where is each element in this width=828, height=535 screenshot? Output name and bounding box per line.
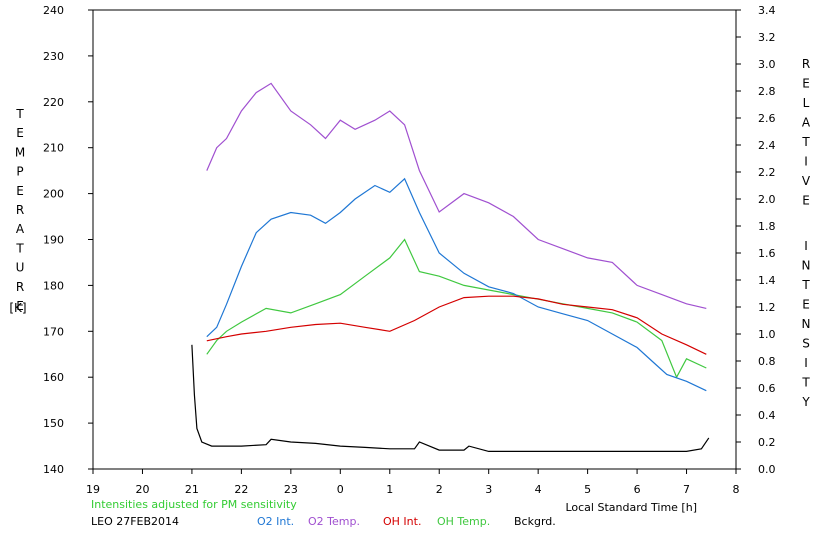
y-left-label-letter: R — [16, 203, 24, 217]
y-left-label-letter: A — [16, 222, 25, 236]
y-right-label-letter: T — [801, 376, 810, 390]
y-left-tick-label: 170 — [43, 325, 64, 338]
y-left-label-letter: T — [15, 241, 24, 255]
x-axis-ticks: 19 20 21 22 23 0 1 2 3 4 5 6 7 8 — [86, 469, 740, 496]
x-tick-label: 20 — [135, 483, 149, 496]
x-tick-label: 7 — [683, 483, 690, 496]
y-right-label-letter: A — [802, 116, 811, 130]
legend-o2-int: O2 Int. — [257, 515, 294, 528]
y-left-label-letter: U — [16, 261, 25, 275]
plot-frame — [92, 9, 737, 470]
x-tick-label: 1 — [386, 483, 393, 496]
x-tick-label: 2 — [436, 483, 443, 496]
y-right-label-letter: I — [804, 239, 808, 253]
series-line-oh-temp — [206, 238, 707, 379]
legend-o2-temp: O2 Temp. — [308, 515, 360, 528]
y-right-tick-label: 0.0 — [758, 463, 776, 476]
y-right-tick-label: 3.2 — [758, 31, 776, 44]
series-line-oh-int — [206, 295, 707, 355]
series-line-o2-temp — [206, 82, 707, 309]
y-right-tick-label: 3.0 — [758, 58, 776, 71]
y-left-tick-label: 220 — [43, 96, 64, 109]
legend-oh-temp: OH Temp. — [437, 515, 490, 528]
y-right-label-letter: N — [802, 317, 811, 331]
y-left-label-letter: T — [15, 107, 24, 121]
series-line-bckgrd — [191, 344, 710, 452]
y-right-label-letter: I — [804, 356, 808, 370]
y-right-tick-label: 2.8 — [758, 85, 776, 98]
y-right-tick-label: 0.8 — [758, 355, 776, 368]
y-left-tick-label: 180 — [43, 279, 64, 292]
y-right-tick-label: 1.0 — [758, 328, 776, 341]
x-tick-label: 4 — [535, 483, 542, 496]
y-right-tick-label: 3.4 — [758, 4, 776, 17]
y-left-tick-label: 140 — [43, 463, 64, 476]
y-left-label-letter: E — [16, 299, 24, 313]
y-right-label-letter: V — [802, 174, 811, 188]
x-tick-label: 21 — [185, 483, 199, 496]
y-left-tick-label: 210 — [43, 142, 64, 155]
x-tick-label: 3 — [485, 483, 492, 496]
x-tick-label: 8 — [733, 483, 740, 496]
x-tick-label: 23 — [284, 483, 298, 496]
station-label: LEO 27FEB2014 — [91, 515, 179, 528]
x-tick-label: 5 — [584, 483, 591, 496]
y-right-label-letter: L — [803, 96, 810, 110]
y-right-tick-label: 2.6 — [758, 112, 776, 125]
y-left-tick-label: 240 — [43, 4, 64, 17]
x-tick-label: 22 — [234, 483, 248, 496]
y-right-label-letter: Y — [801, 395, 810, 409]
y-right-tick-label: 1.2 — [758, 301, 776, 314]
x-tick-label: 6 — [634, 483, 641, 496]
x-tick-label: 0 — [337, 483, 344, 496]
y-right-label-letter: R — [802, 57, 810, 71]
y-right-label-letter: T — [801, 278, 810, 292]
x-axis-label: Local Standard Time [h] — [565, 501, 697, 514]
y-right-tick-label: 2.2 — [758, 166, 776, 179]
y-right-tick-label: 2.0 — [758, 193, 776, 206]
legend-bckgrd: Bckgrd. — [514, 515, 556, 528]
y-right-label-letter: E — [802, 194, 810, 208]
series-group — [191, 82, 710, 452]
y-left-tick-label: 150 — [43, 417, 64, 430]
left-axis-ticks: 140 150 160 170 180 190 200 210 220 230 240 — [43, 4, 93, 476]
right-axis-ticks: 0.0 0.2 0.4 0.6 0.8 1.0 1.2 1.4 1.6 1.8 2.0 2.2 2.4 2… — [736, 4, 776, 476]
y-left-tick-label: 200 — [43, 188, 64, 201]
series-line-o2-int — [206, 177, 707, 392]
y-right-label-letter: I — [804, 155, 808, 169]
sensitivity-note: Intensities adjusted for PM sensitivity — [91, 498, 297, 511]
y-right-tick-label: 2.4 — [758, 139, 776, 152]
y-right-label-letter: E — [802, 77, 810, 91]
x-tick-label: 19 — [86, 483, 100, 496]
y-right-label-letter: E — [802, 298, 810, 312]
y-left-label-letter: E — [16, 126, 24, 140]
y-axis-left-unit: [K] — [9, 301, 26, 315]
y-right-tick-label: 0.6 — [758, 382, 776, 395]
y-right-label-letter: S — [802, 337, 810, 351]
y-right-tick-label: 0.2 — [758, 436, 776, 449]
y-right-tick-label: 1.4 — [758, 274, 776, 287]
y-left-label-letter: R — [16, 280, 24, 294]
y-right-tick-label: 1.8 — [758, 220, 776, 233]
y-left-label-letter: E — [16, 184, 24, 198]
y-right-label-letter: N — [802, 259, 811, 273]
y-right-label-letter: T — [801, 135, 810, 149]
y-left-tick-label: 230 — [43, 50, 64, 63]
y-left-tick-label: 190 — [43, 234, 64, 247]
y-left-tick-label: 160 — [43, 371, 64, 384]
y-right-tick-label: 0.4 — [758, 409, 776, 422]
y-right-tick-label: 1.6 — [758, 247, 776, 260]
y-left-label-letter: M — [15, 145, 25, 159]
y-left-label-letter: P — [16, 165, 23, 179]
legend-oh-int: OH Int. — [383, 515, 421, 528]
